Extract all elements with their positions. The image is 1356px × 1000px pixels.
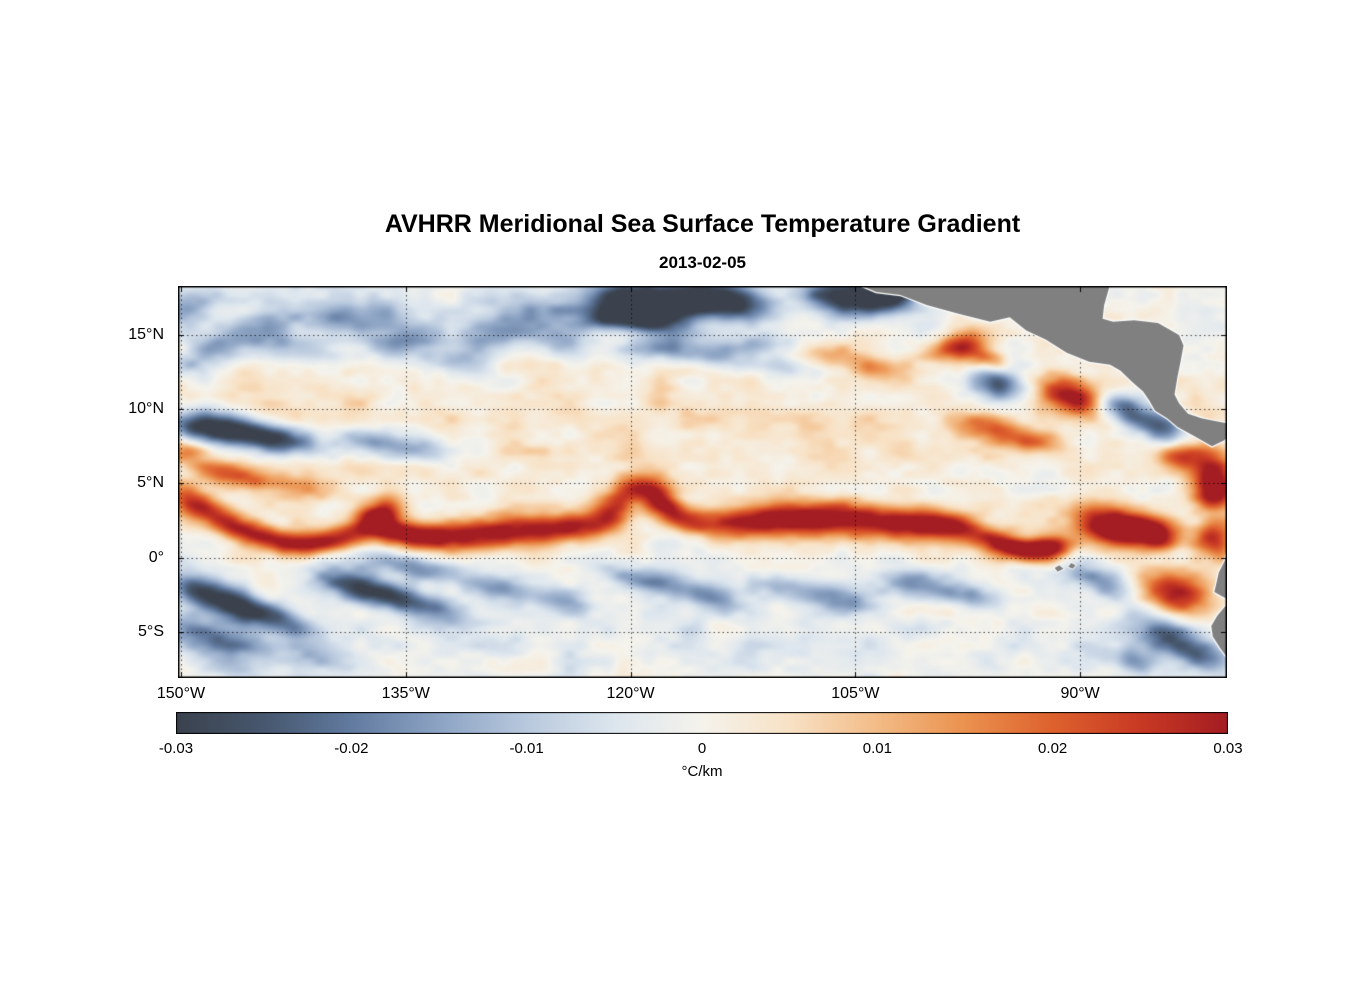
x-tick-label: 105°W <box>831 685 880 702</box>
chart-title: AVHRR Meridional Sea Surface Temperature… <box>384 210 1021 238</box>
colorbar-gradient <box>176 712 1228 734</box>
y-tick-label: 10°N <box>128 400 164 418</box>
map-axes: 15°N 10°N 5°N 0° 5°S 150°W 135°W 120°W 105°W 90°… <box>128 286 1227 702</box>
colorbar-tick-label: 0.02 <box>1038 740 1068 757</box>
colorbar-tick-label: -0.02 <box>334 740 369 757</box>
x-tick-label: 120°W <box>606 685 655 702</box>
y-tick-label: 5°N <box>137 474 164 492</box>
x-axis-tick-labels: 150°W 135°W 120°W 105°W 90°W <box>157 678 1227 708</box>
colorbar-tick-label: -0.03 <box>158 740 194 757</box>
x-tick-label: 135°W <box>381 685 430 702</box>
colorbar-unit-label: °C/km <box>681 763 723 780</box>
colorbar-tick-label: -0.01 <box>509 740 544 757</box>
y-axis-tick-labels: 15°N 10°N 5°N 0° 5°S <box>104 286 170 678</box>
colorbar-tick-label: 0 <box>697 740 707 757</box>
colorbar-tick-labels: -0.03 -0.02 -0.01 0 0.01 0.02 0.03 <box>159 712 1243 796</box>
sst-gradient-map <box>178 286 1227 678</box>
y-tick-label: 15°N <box>128 326 164 343</box>
colorbar-tick-label: 0.01 <box>862 740 892 757</box>
y-tick-label: 5°S <box>138 622 164 640</box>
x-tick-label: 90°W <box>1060 685 1100 702</box>
chart-subtitle-date: 2013-02-05 <box>659 253 746 272</box>
x-tick-label: 150°W <box>156 685 206 702</box>
colorbar: -0.03 -0.02 -0.01 0 0.01 0.02 0.03 °C/km <box>159 712 1243 796</box>
colorbar-tick-label: 0.03 <box>1213 740 1243 757</box>
y-tick-label: 0° <box>148 548 164 566</box>
